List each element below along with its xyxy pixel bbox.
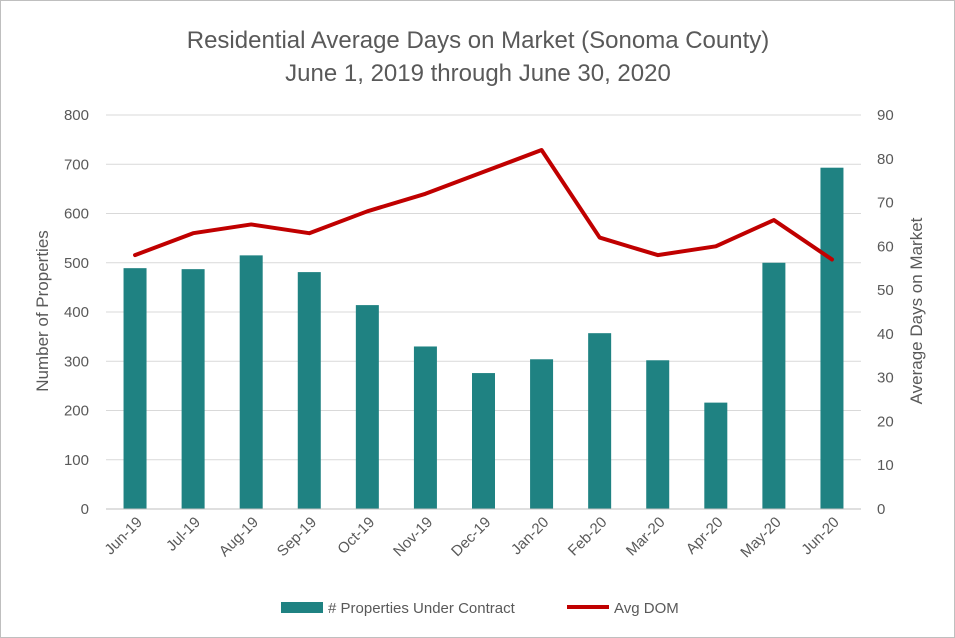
bar — [239, 255, 263, 509]
x-tick-label: Feb-20 — [565, 514, 611, 560]
x-tick-label: Jan-20 — [508, 514, 552, 558]
y2-tick-label: 10 — [877, 457, 894, 474]
x-tick-label: Oct-19 — [334, 514, 378, 558]
bar — [355, 305, 379, 509]
x-tick-label: Jun-20 — [798, 514, 842, 558]
bar — [181, 269, 205, 509]
y-tick-label: 400 — [64, 304, 89, 321]
y-tick-label: 0 — [81, 501, 89, 518]
bar — [762, 262, 786, 509]
line-series — [133, 148, 834, 262]
y2-tick-label: 30 — [877, 370, 894, 387]
y-tick-label: 700 — [64, 156, 89, 173]
bar-series — [123, 167, 844, 509]
y-tick-label: 600 — [64, 206, 89, 223]
x-tick-label: Jun-19 — [101, 514, 145, 558]
legend-label-bars: # Properties Under Contract — [328, 600, 516, 617]
y-tick-label: 200 — [64, 403, 89, 420]
x-tick-label: May-20 — [737, 514, 784, 561]
bar — [530, 359, 554, 509]
chart-subtitle: June 1, 2019 through June 30, 2020 — [285, 60, 671, 87]
y2-tick-label: 90 — [877, 107, 894, 124]
y2-tick-label: 80 — [877, 151, 894, 168]
y2-tick-label: 40 — [877, 326, 894, 343]
legend-swatch-bars — [281, 602, 323, 613]
y-tick-label: 800 — [64, 107, 89, 124]
y2-tick-label: 0 — [877, 501, 885, 518]
bar — [472, 373, 495, 509]
legend-label-line: Avg DOM — [614, 600, 679, 617]
x-tick-label: Sep-19 — [274, 514, 320, 560]
x-tick-label: Mar-20 — [623, 514, 669, 560]
y-axis-label: Number of Properties — [33, 230, 52, 392]
y-tick-label: 100 — [64, 452, 89, 469]
bar — [820, 167, 844, 509]
x-tick-label: Aug-19 — [216, 514, 262, 560]
y2-tick-label: 20 — [877, 413, 894, 430]
y2-tick-label: 60 — [877, 238, 894, 255]
y-tick-label: 300 — [64, 353, 89, 370]
x-tick-label: Nov-19 — [390, 514, 436, 560]
y2-tick-label: 50 — [877, 282, 894, 299]
bar — [646, 360, 670, 509]
y-tick-label: 500 — [64, 255, 89, 272]
y2-axis-label: Average Days on Market — [907, 217, 926, 404]
gridlines — [106, 114, 861, 461]
bar — [297, 272, 321, 509]
bar — [413, 346, 437, 509]
x-tick-label: Jul-19 — [163, 514, 204, 555]
chart-title: Residential Average Days on Market (Sono… — [187, 27, 770, 54]
x-tick-label: Dec-19 — [448, 514, 494, 560]
avg-dom-line — [133, 148, 834, 262]
legend: # Properties Under Contract Avg DOM — [281, 600, 679, 617]
bar — [588, 333, 612, 509]
bar — [704, 402, 728, 509]
x-tick-label: Apr-20 — [683, 514, 727, 558]
bar — [123, 268, 147, 509]
y2-tick-label: 70 — [877, 195, 894, 212]
